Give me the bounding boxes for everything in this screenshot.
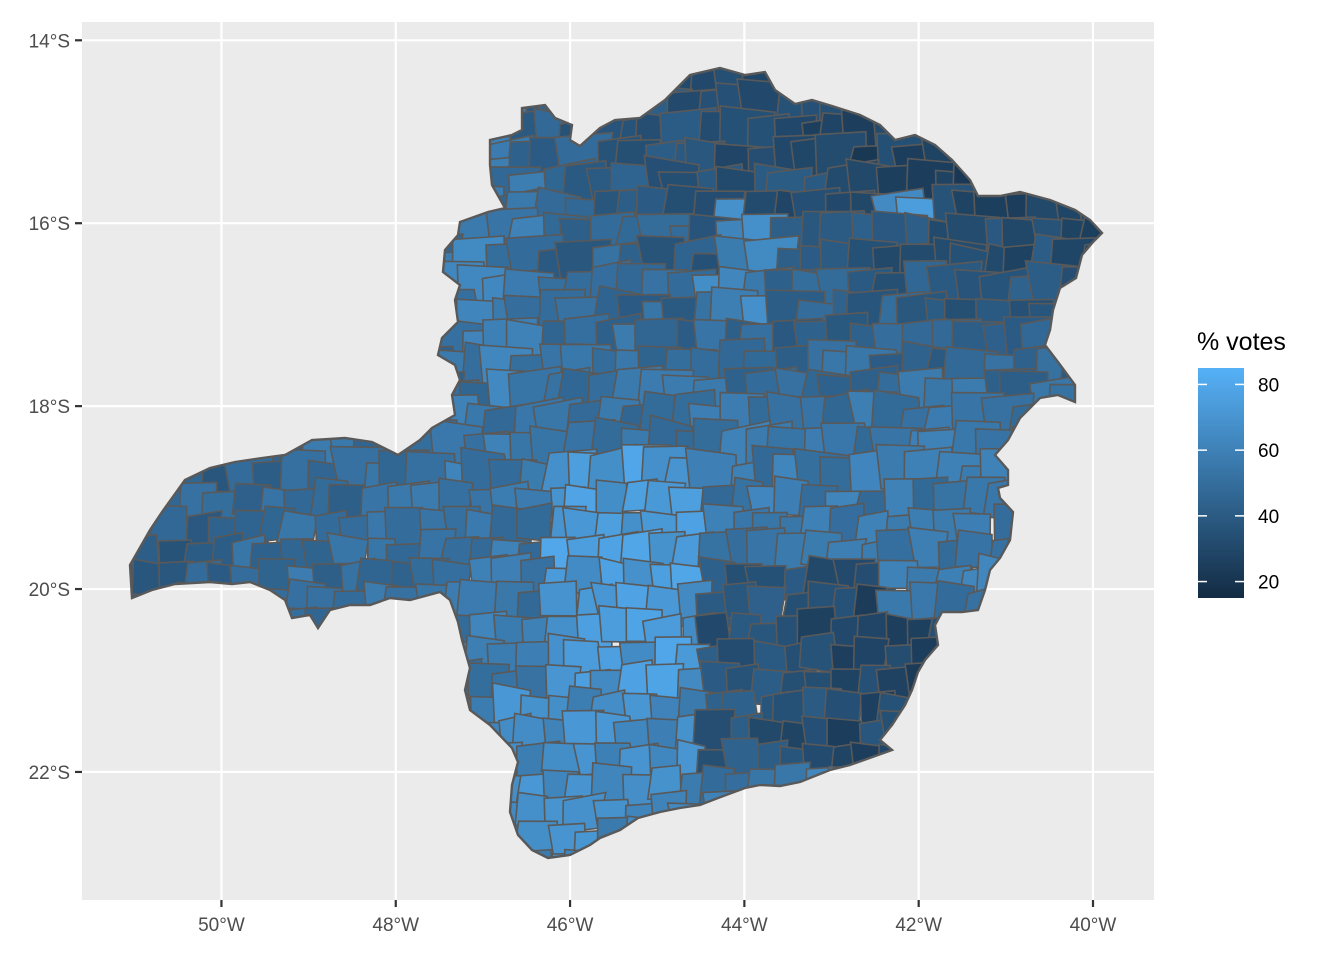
x-tick-label: 44°W (721, 915, 768, 936)
legend-ticks: 80 60 40 20 (1198, 375, 1279, 594)
legend: % votes 80 60 40 20 (1197, 328, 1286, 598)
municipality-region (537, 580, 578, 617)
x-tick-label: 50°W (198, 915, 245, 936)
municipality-region (516, 848, 554, 858)
x-tick-label: 46°W (547, 915, 594, 936)
x-tick-label: 48°W (372, 915, 419, 936)
x-tick-label: 40°W (1070, 915, 1117, 936)
legend-tick-label: 40 (1258, 507, 1279, 528)
legend-tick-label: 20 (1258, 573, 1279, 594)
axes: 50°W 48°W 46°W 44°W 42°W 40°W 14°S 16°S 18°S 20°S… (29, 31, 1117, 936)
municipality-region (515, 502, 553, 542)
y-tick-label: 20°S (29, 580, 70, 601)
y-tick-label: 14°S (29, 31, 70, 52)
legend-title: % votes (1197, 328, 1286, 356)
x-tick-label: 42°W (895, 915, 942, 936)
legend-tick-label: 60 (1258, 441, 1279, 462)
y-tick-label: 18°S (29, 397, 70, 418)
y-tick-label: 16°S (29, 214, 70, 235)
legend-colorbar (1198, 368, 1244, 598)
state-outline (128, 66, 1104, 860)
legend-tick-label: 80 (1258, 375, 1279, 396)
y-tick-label: 22°S (29, 763, 70, 784)
